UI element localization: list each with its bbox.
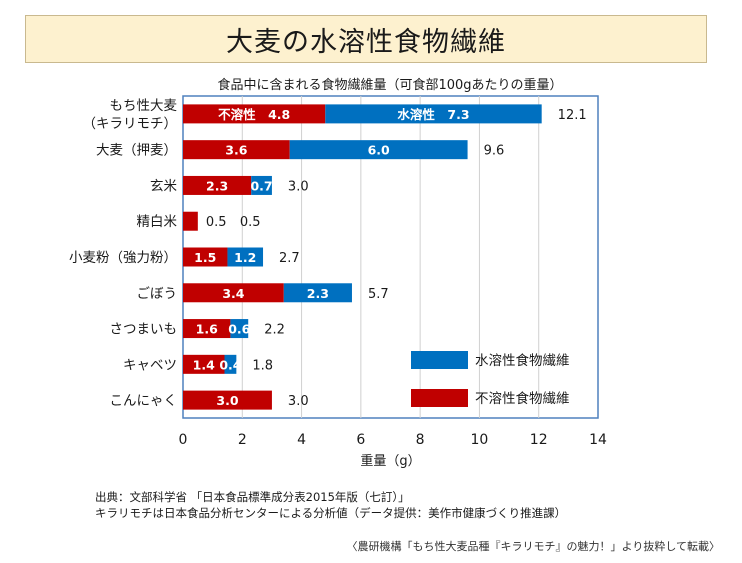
category-label: ごぼう xyxy=(137,286,178,302)
insoluble-bar xyxy=(183,390,272,410)
bar-value-label: 1.2 xyxy=(234,250,256,265)
bar-value-label: 3.0 xyxy=(216,393,238,408)
x-tick-label: 10 xyxy=(471,432,489,448)
category-label: （キラリモチ） xyxy=(83,116,178,132)
total-label: 9.6 xyxy=(484,144,505,159)
bar-value-label: 不溶性 4.8 xyxy=(218,107,290,122)
soluble-bar xyxy=(230,319,249,339)
bar-value-label: 0.6 xyxy=(228,322,250,337)
source-line-2: キラリモチは日本食品分析センターによる分析値（データ提供：美作市健康づくり推進課… xyxy=(95,506,567,520)
bar-value-label: 3.6 xyxy=(225,143,247,158)
bar-value-label: 1.6 xyxy=(196,322,218,337)
legend-swatch xyxy=(411,389,468,407)
page-title: 大麦の水溶性食物繊維 xyxy=(25,15,707,63)
bar-value-label: 0.5 xyxy=(206,215,227,230)
x-tick-label: 6 xyxy=(356,432,365,448)
category-label: キャベツ xyxy=(123,357,177,373)
x-tick-label: 0 xyxy=(179,432,188,448)
soluble-bar xyxy=(283,283,352,303)
total-label: 12.1 xyxy=(558,108,587,123)
insoluble-bar xyxy=(183,247,228,267)
bar-value-label: 1.4 xyxy=(193,357,215,372)
bar-value-label: 2.3 xyxy=(206,178,228,193)
legend-label: 不溶性食物繊維 xyxy=(475,390,570,407)
x-tick-label: 14 xyxy=(589,432,607,448)
x-tick-label: 12 xyxy=(530,432,548,448)
bar-value-label: 2.3 xyxy=(307,286,329,301)
source-line-1: 出典：文部科学省 「日本食品標準成分表2015年版（七訂）」 xyxy=(95,490,410,504)
x-tick-label: 2 xyxy=(238,432,247,448)
insoluble-bar xyxy=(183,283,284,303)
category-label: もち性大麦 xyxy=(110,98,178,114)
total-label: 3.0 xyxy=(288,179,309,194)
category-label: 玄米 xyxy=(150,177,177,194)
total-label: 5.7 xyxy=(368,287,389,302)
bar-value-label: 1.5 xyxy=(194,250,216,265)
insoluble-bar xyxy=(183,211,198,231)
category-label: さつまいも xyxy=(110,322,178,338)
total-label: 1.8 xyxy=(252,358,273,373)
x-tick-label: 8 xyxy=(416,432,425,448)
soluble-bar xyxy=(224,354,237,374)
insoluble-bar xyxy=(183,354,225,374)
bar-value-label: 水溶性 7.3 xyxy=(397,107,469,122)
category-label: こんにゃく xyxy=(110,393,178,409)
chart-title: 食品中に含まれる食物繊維量（可食部100gあたりの重量） xyxy=(217,78,563,93)
total-label: 3.0 xyxy=(288,394,309,409)
credit-note: 〈農研機構「もち性大麦品種『キラリモチ』の魅力！」より抜粋して転載〉 xyxy=(346,540,720,553)
category-label: 精白米 xyxy=(137,214,178,230)
insoluble-bar xyxy=(183,104,326,124)
insoluble-bar xyxy=(183,319,231,339)
soluble-bar xyxy=(289,140,468,160)
total-label: 2.2 xyxy=(264,323,285,338)
bar-value-label: 3.4 xyxy=(222,286,244,301)
soluble-bar xyxy=(227,247,264,267)
legend-label: 水溶性食物繊維 xyxy=(475,352,570,369)
stacked-bar-chart: 0 2 4 6 8 10 12 14 重量（g） もち性大麦 （キラリモチ） 不溶性 4.8 水溶性 7… xyxy=(69,95,607,469)
category-label: 小麦粉（強力粉） xyxy=(69,250,177,266)
insoluble-bar xyxy=(183,140,290,160)
category-label: 大麦（押麦） xyxy=(96,143,177,159)
legend-swatch xyxy=(411,351,468,369)
insoluble-bar xyxy=(183,175,252,195)
bar-value-label: 6.0 xyxy=(368,143,390,158)
bar-value-label: 0.7 xyxy=(250,178,272,193)
x-axis-label: 重量（g） xyxy=(360,453,420,469)
source-note: 出典：文部科学省 「日本食品標準成分表2015年版（七訂）」 キラリモチは日本食… xyxy=(95,489,566,521)
bar-value-label: 0.4 xyxy=(219,357,241,372)
x-tick-label: 4 xyxy=(297,432,306,448)
soluble-bar xyxy=(325,104,542,124)
total-label: 2.7 xyxy=(279,251,300,266)
total-label: 0.5 xyxy=(240,215,261,230)
soluble-bar xyxy=(251,175,272,195)
